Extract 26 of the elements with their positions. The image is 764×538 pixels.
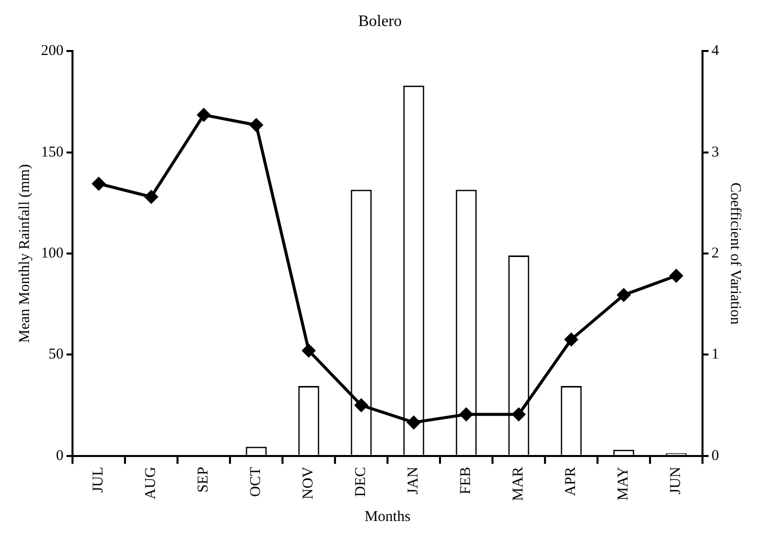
x-tick-label: SEP	[196, 466, 212, 493]
y2-axis-title: Coefficient of Variation	[727, 182, 744, 325]
x-tick-label: JUL	[90, 466, 107, 493]
x-tick-label: OCT	[248, 466, 264, 497]
x-tick-label: APR	[563, 466, 580, 496]
y2-tick-label: 4	[712, 43, 720, 60]
y-tick-label: 50	[48, 346, 64, 363]
x-tick-label: FEB	[458, 466, 474, 494]
y2-tick-label: 1	[712, 346, 719, 363]
x-tick-label: JAN	[406, 466, 422, 494]
x-tick-label: JUN	[668, 466, 684, 494]
y2-tick-label: 3	[712, 144, 719, 160]
y-tick-label: 200	[41, 43, 64, 60]
x-tick-label: AUG	[143, 466, 160, 500]
x-axis-title: Months	[364, 508, 411, 525]
y-tick-label: 100	[41, 245, 64, 262]
y-tick-label: 0	[56, 448, 64, 464]
y2-tick-label: 0	[712, 448, 719, 464]
x-tick-label: MAY	[616, 466, 632, 500]
x-tick-label: MAR	[510, 466, 527, 502]
chart-title: Bolero	[358, 12, 402, 30]
y-axis-title: Mean Monthly Rainfall (mm)	[16, 164, 33, 343]
y2-tick-label: 2	[712, 245, 719, 262]
x-tick-label: NOV	[300, 466, 317, 500]
x-tick-label: DEC	[353, 466, 370, 497]
y-tick-label: 150	[41, 144, 64, 160]
